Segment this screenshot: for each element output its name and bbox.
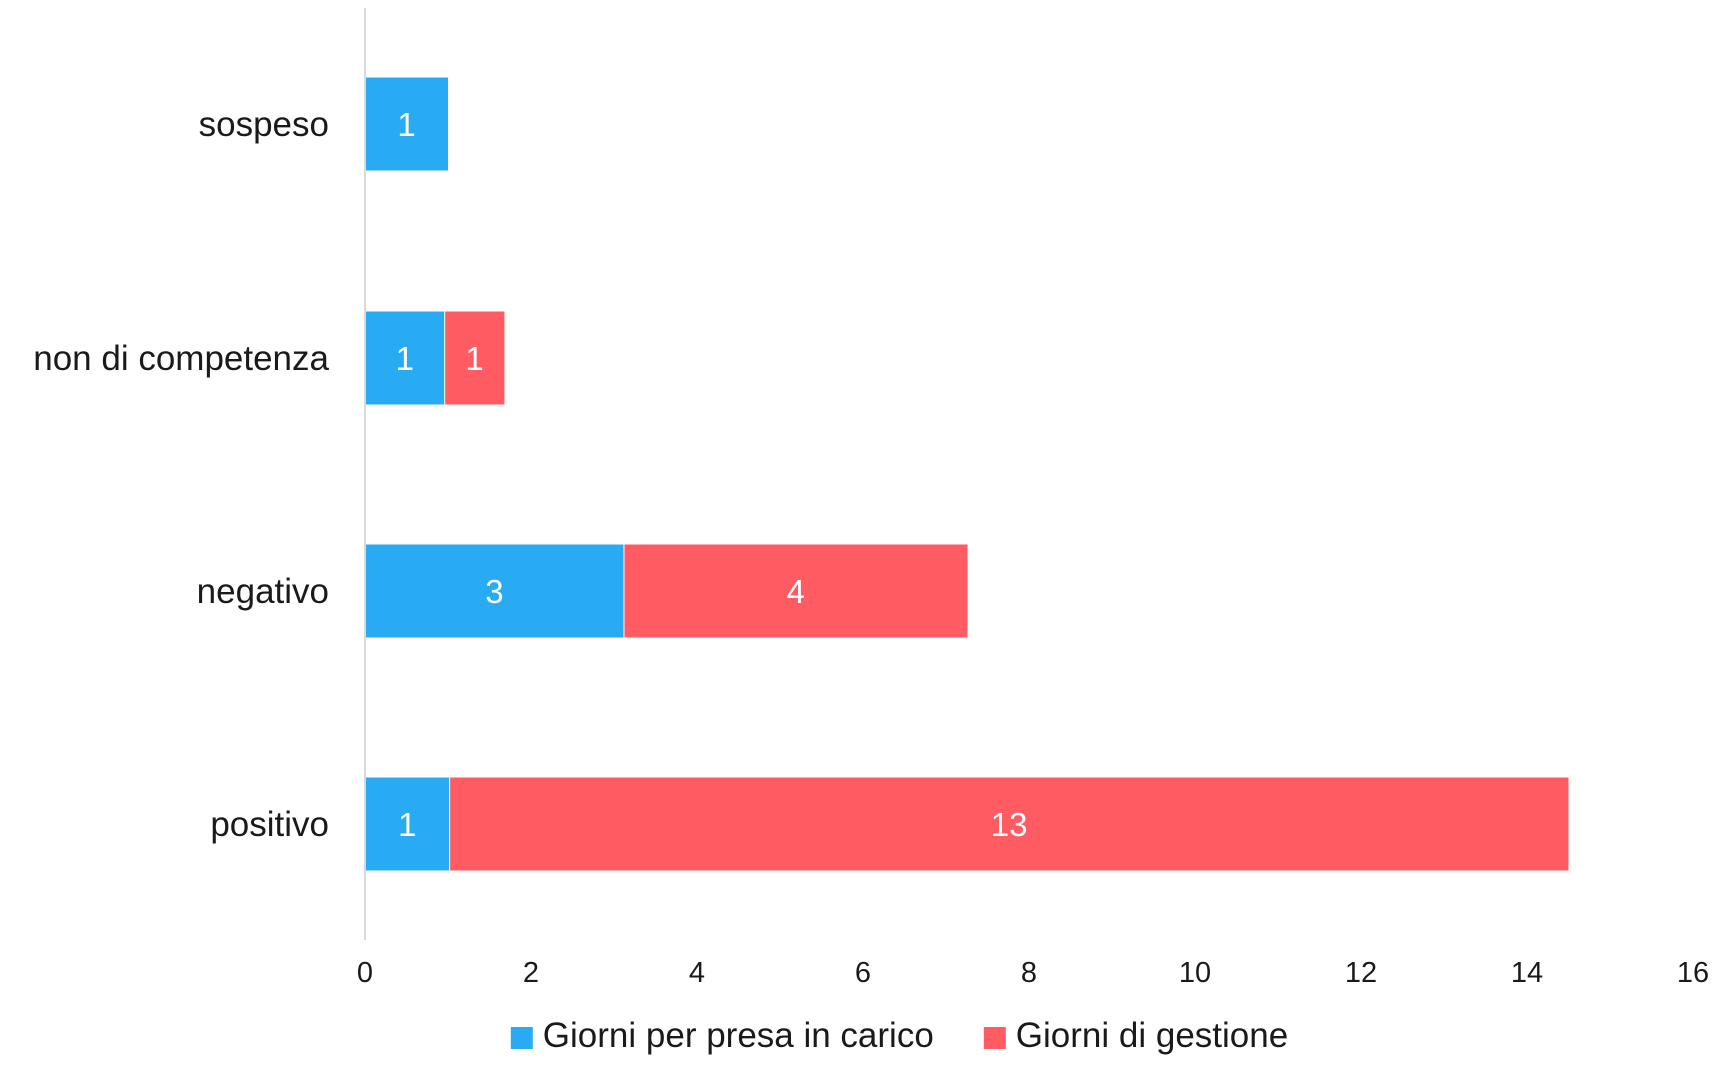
x-tick-label: 2 bbox=[523, 957, 539, 989]
legend-item: Giorni per presa in carico bbox=[510, 1016, 934, 1055]
x-tick-label: 0 bbox=[357, 957, 373, 989]
x-tick-label: 4 bbox=[689, 957, 705, 989]
data-label: 1 bbox=[398, 806, 416, 843]
data-labels: 11 13 41 13 bbox=[396, 106, 1028, 843]
bar-segment bbox=[365, 311, 445, 405]
x-tick-label: 14 bbox=[1511, 957, 1543, 989]
x-tick-label: 6 bbox=[855, 957, 871, 989]
x-axis-tick-labels: 0 2 4 6 8 10 12 14 16 bbox=[357, 957, 1709, 989]
bars-layer bbox=[365, 77, 1569, 871]
x-tick-label: 12 bbox=[1345, 957, 1377, 989]
legend-swatch bbox=[510, 1027, 533, 1049]
category-label: non di competenza bbox=[33, 339, 329, 378]
x-tick-label: 16 bbox=[1677, 957, 1709, 989]
bar-segment bbox=[444, 311, 505, 405]
category-label: negativo bbox=[197, 572, 329, 611]
bar-segment bbox=[365, 777, 450, 871]
category-label: positivo bbox=[210, 805, 329, 844]
bar-segment bbox=[365, 544, 624, 638]
data-label: 1 bbox=[396, 340, 414, 377]
data-label: 1 bbox=[397, 106, 415, 143]
legend-swatch bbox=[983, 1027, 1006, 1049]
data-label: 3 bbox=[485, 573, 503, 610]
legend: Giorni per presa in carico Giorni di gest… bbox=[510, 1016, 1288, 1055]
bar-segment bbox=[365, 77, 448, 171]
category-labels: sospeso non di competenza negativo positivo bbox=[33, 105, 329, 844]
x-tick-label: 10 bbox=[1179, 957, 1211, 989]
data-label: 1 bbox=[465, 340, 483, 377]
data-label: 4 bbox=[787, 573, 805, 610]
bar-segment bbox=[623, 544, 968, 638]
legend-label: Giorni di gestione bbox=[1016, 1016, 1288, 1055]
legend-item: Giorni di gestione bbox=[983, 1016, 1288, 1055]
x-tick-label: 8 bbox=[1021, 957, 1037, 989]
legend-label: Giorni per presa in carico bbox=[543, 1016, 934, 1055]
data-label: 13 bbox=[991, 806, 1028, 843]
category-label: sospeso bbox=[199, 105, 329, 144]
bar-segment bbox=[449, 777, 1569, 871]
